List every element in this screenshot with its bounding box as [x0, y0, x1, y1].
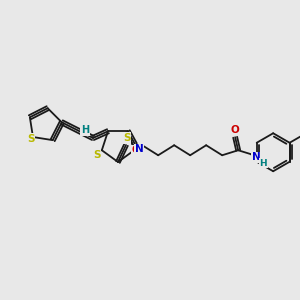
Text: H: H	[260, 159, 267, 168]
Text: O: O	[231, 125, 239, 135]
Text: S: S	[27, 134, 35, 144]
Text: S: S	[123, 133, 131, 143]
Text: N: N	[135, 144, 143, 154]
Text: N: N	[252, 152, 260, 162]
Text: O: O	[132, 145, 140, 155]
Text: S: S	[93, 150, 100, 160]
Text: H: H	[81, 125, 89, 135]
